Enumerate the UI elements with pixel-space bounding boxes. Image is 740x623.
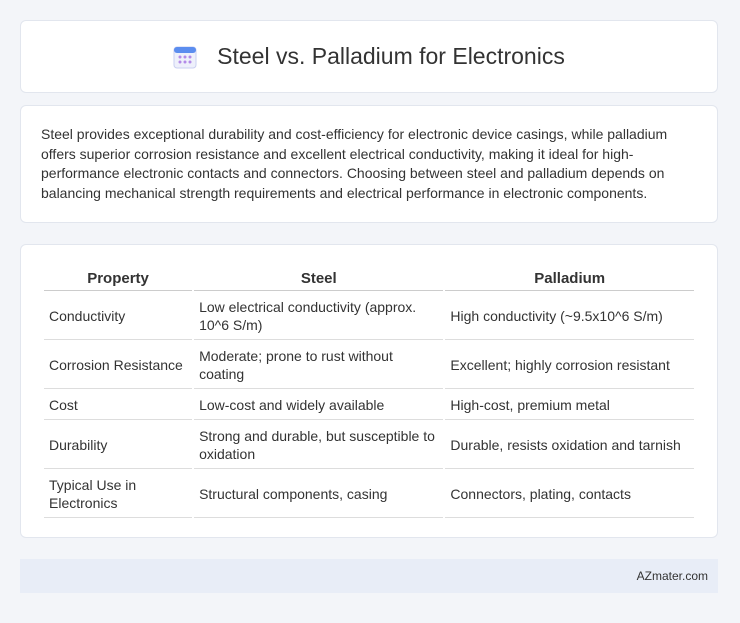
row: Corrosion Resistance Moderate; prone to r… [44, 342, 694, 389]
cell: Low electrical conductivity (approx. 10^… [194, 293, 444, 340]
table: Property Steel Palladium Conductivity Low el… [42, 261, 696, 520]
header: Steel vs. Palladium for Electronics [20, 20, 718, 93]
cell: High conductivity (~9.5x10^6 S/m) [445, 293, 694, 340]
cell: Typical Use in Electronics [44, 471, 193, 518]
cell: Strong and durable, but susceptible to o… [194, 422, 444, 469]
intro: Steel provides exceptional durability an… [20, 105, 718, 223]
cell: Durability [44, 422, 193, 469]
cell: Low-cost and widely available [194, 391, 444, 420]
title: Steel vs. Palladium for Electronics [217, 43, 565, 69]
table-card: Property Steel Palladium Conductivity Low el… [20, 244, 718, 538]
cell: Durable, resists oxidation and tarnish [445, 422, 694, 469]
row: Typical Use in Electronics Structural com… [44, 471, 694, 518]
column-header: Property [44, 263, 193, 291]
row: Conductivity Low electrical conductivity … [44, 293, 694, 340]
cell: Moderate; prone to rust without coating [194, 342, 444, 389]
cell: Excellent; highly corrosion resistant [445, 342, 694, 389]
row: Cost Low-cost and widely available High-co… [44, 391, 694, 420]
column-header: Steel [194, 263, 444, 291]
column-header: Palladium [445, 263, 694, 291]
cell: High-cost, premium metal [445, 391, 694, 420]
cell: Corrosion Resistance [44, 342, 193, 389]
cell: Conductivity [44, 293, 193, 340]
cell: Connectors, plating, contacts [445, 471, 694, 518]
calendar-icon [173, 46, 197, 68]
cell: Cost [44, 391, 193, 420]
row: Durability Strong and durable, but suscep… [44, 422, 694, 469]
footer: AZmater.com [20, 559, 718, 593]
cell: Structural components, casing [194, 471, 444, 518]
